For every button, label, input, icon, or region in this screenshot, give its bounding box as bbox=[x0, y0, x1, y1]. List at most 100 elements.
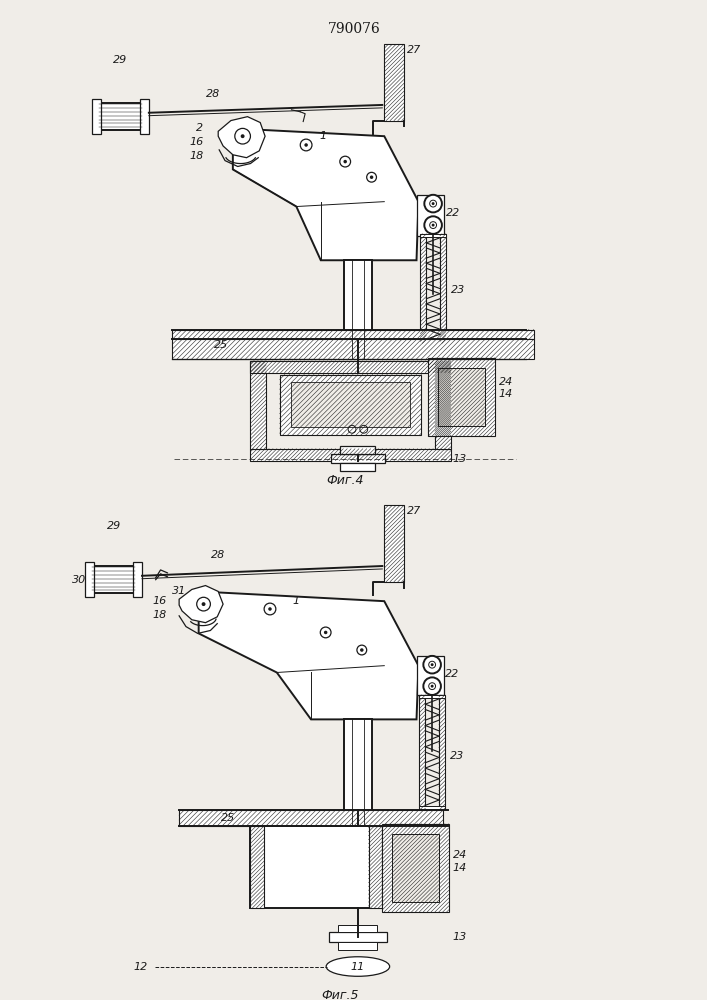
Bar bbox=[421, 234, 446, 237]
Text: 16: 16 bbox=[152, 596, 166, 606]
Text: 23: 23 bbox=[450, 285, 465, 295]
Bar bbox=[382, 824, 449, 912]
Bar bbox=[173, 339, 534, 359]
Bar bbox=[250, 826, 264, 908]
Text: 23: 23 bbox=[450, 751, 464, 761]
Bar bbox=[344, 260, 372, 359]
Bar bbox=[439, 695, 445, 809]
Text: 12: 12 bbox=[134, 962, 148, 972]
Bar bbox=[140, 99, 149, 134]
Text: 25: 25 bbox=[214, 340, 228, 350]
Text: 11: 11 bbox=[351, 962, 365, 972]
Text: 27: 27 bbox=[407, 45, 421, 55]
Circle shape bbox=[431, 663, 433, 666]
Bar bbox=[428, 358, 495, 436]
Text: 790076: 790076 bbox=[327, 22, 380, 36]
Text: 2: 2 bbox=[197, 123, 204, 133]
Circle shape bbox=[320, 627, 331, 638]
Circle shape bbox=[340, 156, 351, 167]
Circle shape bbox=[432, 224, 435, 227]
Bar bbox=[291, 382, 409, 427]
Text: 31: 31 bbox=[172, 586, 186, 596]
Text: 29: 29 bbox=[113, 55, 128, 65]
Circle shape bbox=[424, 195, 442, 212]
Text: 1: 1 bbox=[293, 596, 300, 606]
Bar bbox=[385, 505, 404, 582]
Text: 14: 14 bbox=[452, 863, 467, 873]
Circle shape bbox=[357, 645, 367, 655]
Text: 13: 13 bbox=[452, 932, 467, 942]
Bar bbox=[440, 234, 446, 343]
Circle shape bbox=[344, 160, 347, 163]
Circle shape bbox=[305, 143, 308, 147]
Text: 13: 13 bbox=[452, 454, 467, 464]
Bar bbox=[416, 656, 444, 695]
Text: 29: 29 bbox=[107, 521, 121, 531]
Text: 14: 14 bbox=[498, 389, 513, 399]
Text: 28: 28 bbox=[206, 89, 221, 99]
Bar bbox=[392, 834, 439, 902]
Text: 22: 22 bbox=[446, 208, 460, 218]
Text: 24: 24 bbox=[498, 377, 513, 387]
Bar bbox=[250, 361, 450, 373]
Text: 24: 24 bbox=[452, 850, 467, 860]
Circle shape bbox=[370, 175, 373, 179]
Bar bbox=[419, 806, 445, 809]
Text: 27: 27 bbox=[407, 506, 421, 516]
Text: Фиг.4: Фиг.4 bbox=[327, 474, 364, 487]
Bar bbox=[340, 446, 375, 454]
Bar bbox=[419, 695, 445, 698]
Circle shape bbox=[367, 172, 376, 182]
Bar bbox=[435, 361, 450, 449]
Bar bbox=[339, 925, 378, 932]
Bar bbox=[86, 562, 94, 597]
Polygon shape bbox=[179, 586, 223, 623]
Bar bbox=[133, 562, 142, 597]
Bar bbox=[419, 695, 426, 809]
Bar bbox=[250, 361, 266, 449]
Bar bbox=[92, 99, 101, 134]
Bar bbox=[173, 330, 534, 339]
Circle shape bbox=[432, 202, 435, 205]
Circle shape bbox=[300, 139, 312, 151]
Bar bbox=[385, 44, 404, 121]
Bar bbox=[331, 454, 385, 463]
Polygon shape bbox=[218, 117, 265, 158]
Text: 18: 18 bbox=[189, 151, 204, 161]
Bar bbox=[179, 810, 443, 826]
Bar bbox=[280, 375, 421, 435]
Bar bbox=[329, 932, 387, 942]
Circle shape bbox=[360, 648, 363, 652]
Text: Фиг.5: Фиг.5 bbox=[322, 989, 359, 1000]
Circle shape bbox=[423, 677, 441, 695]
Text: 18: 18 bbox=[152, 610, 166, 620]
Text: 16: 16 bbox=[189, 137, 204, 147]
Bar bbox=[99, 103, 142, 130]
Text: 1: 1 bbox=[319, 131, 327, 141]
Circle shape bbox=[240, 134, 245, 138]
Polygon shape bbox=[233, 128, 419, 260]
Bar bbox=[250, 449, 450, 461]
Bar bbox=[416, 195, 444, 236]
Bar bbox=[368, 826, 382, 908]
Bar bbox=[438, 368, 485, 426]
Text: 28: 28 bbox=[211, 550, 226, 560]
Bar bbox=[340, 463, 375, 471]
Circle shape bbox=[423, 656, 441, 673]
Text: 25: 25 bbox=[221, 813, 235, 823]
Circle shape bbox=[324, 631, 327, 634]
Bar bbox=[421, 234, 426, 343]
Circle shape bbox=[431, 685, 433, 688]
Bar bbox=[250, 826, 382, 908]
Bar bbox=[421, 340, 446, 343]
Bar bbox=[344, 719, 372, 826]
Bar bbox=[339, 942, 378, 950]
Text: 22: 22 bbox=[445, 669, 459, 679]
Circle shape bbox=[264, 603, 276, 615]
Circle shape bbox=[201, 602, 206, 606]
Text: 30: 30 bbox=[72, 575, 86, 585]
Circle shape bbox=[268, 607, 271, 611]
Bar bbox=[92, 566, 135, 593]
Polygon shape bbox=[199, 591, 419, 719]
Circle shape bbox=[424, 216, 442, 234]
